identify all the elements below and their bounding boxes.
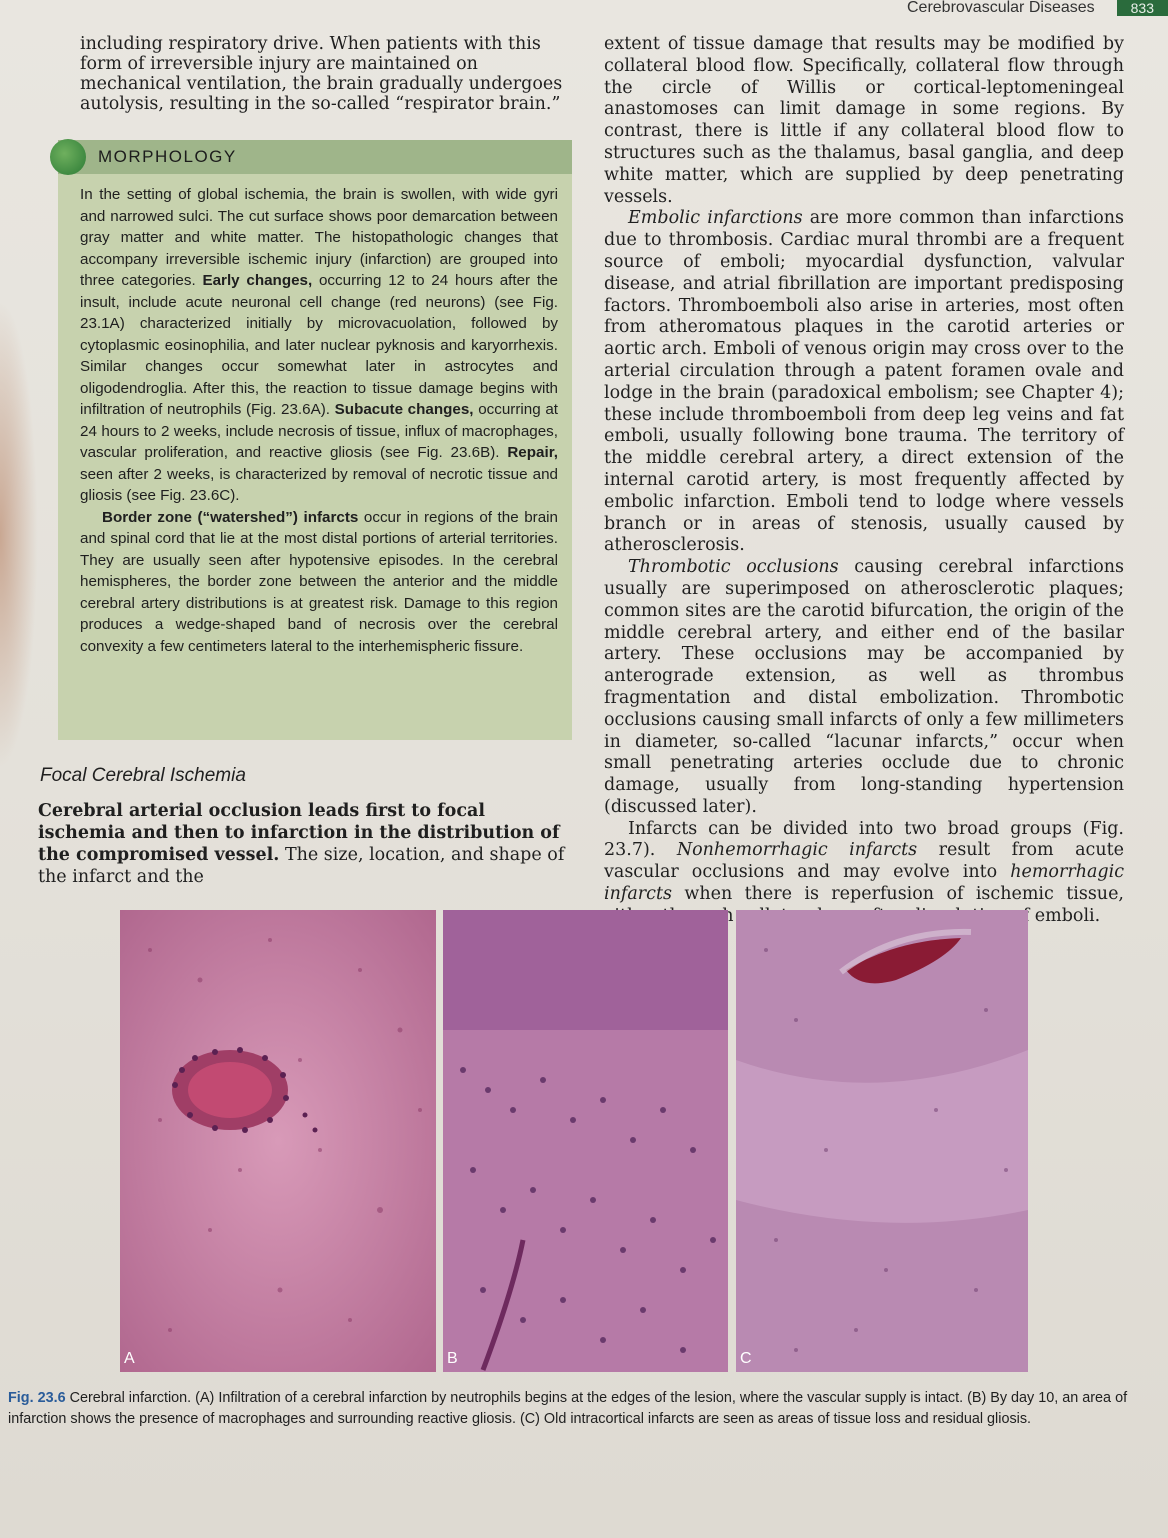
left-column: including respiratory drive. When patien…: [38, 34, 572, 114]
running-head-title: Cerebrovascular Diseases: [907, 0, 1095, 16]
figure-panel-c: C: [736, 910, 1028, 1372]
morphology-text: In the setting of global ischemia, the b…: [80, 184, 558, 657]
section-heading-focal-ischemia: Focal Cerebral Ischemia: [40, 765, 246, 786]
figure-panel-b: B: [443, 910, 728, 1372]
figure-caption: Fig. 23.6 Cerebral infarction. (A) Infil…: [8, 1388, 1148, 1430]
italic-term: hemorrhagic infarcts: [604, 862, 1124, 905]
text-span: are more common than infarctions due to …: [604, 208, 1124, 556]
text-span: In the setting of global ischemia, the b…: [80, 186, 558, 289]
panel-label-c: C: [740, 1350, 752, 1367]
right-paragraph-3: Thrombotic occlusions causing cerebral i…: [604, 557, 1124, 819]
text-span: Infarcts can be divided into two broad g…: [604, 818, 1124, 861]
right-paragraph-1: extent of tissue damage that results may…: [604, 34, 1124, 207]
histology-image-c: [736, 910, 1028, 1372]
figure-panel-a: A: [120, 910, 436, 1372]
bold-lead: Cerebral arterial occlusion leads first …: [38, 801, 560, 865]
morphology-box: [58, 146, 572, 740]
text-span: seen after 2 weeks, is characterized by …: [80, 465, 558, 505]
page-number: 833: [1116, 0, 1168, 16]
italic-term: Embolic infarctions: [628, 208, 803, 229]
text-span: causing cerebral infarctions usually are…: [604, 557, 1124, 817]
italic-term: Thrombotic occlusions: [628, 557, 839, 578]
text-span: The size, location, and shape of the inf…: [38, 845, 565, 887]
text-span: result from acute vascular occlusions an…: [604, 840, 1124, 883]
right-paragraph-2: Embolic infarctions are more common than…: [604, 208, 1124, 557]
morphology-heading: MORPHOLOGY: [98, 147, 237, 166]
morphology-paragraph-1: In the setting of global ischemia, the b…: [80, 184, 558, 507]
panel-label-b: B: [447, 1350, 458, 1367]
text-span: occurring at 24 hours to 2 weeks, includ…: [80, 401, 558, 461]
bold-term: Repair,: [507, 444, 558, 461]
italic-term: Nonhemorrhagic infarcts: [676, 840, 918, 861]
running-head: Cerebrovascular Diseases 833: [648, 0, 1168, 16]
morphology-header: MORPHOLOGY: [50, 139, 572, 175]
intro-paragraph: including respiratory drive. When patien…: [80, 34, 563, 114]
text-span: occurring 12 to 24 hours after the insul…: [80, 272, 558, 418]
text-span: occur in regions of the brain and spinal…: [80, 508, 558, 655]
thumb-shadow: [0, 300, 38, 770]
bold-term: Subacute changes,: [334, 401, 474, 418]
histology-image-a: [120, 910, 436, 1372]
histology-image-b: [443, 910, 728, 1372]
bold-term: Early changes,: [202, 272, 313, 289]
panel-label-a: A: [124, 1350, 135, 1367]
morphology-paragraph-2: Border zone (“watershed”) infarcts occur…: [80, 507, 558, 658]
focal-paragraph: Cerebral arterial occlusion leads first …: [38, 800, 568, 888]
figure-caption-label: Fig. 23.6: [8, 1390, 66, 1406]
figure-caption-text: Cerebral infarction. (A) Infiltration of…: [8, 1390, 1128, 1427]
green-dot-icon: [50, 139, 86, 175]
bold-term: Border zone (“watershed”) infarcts: [102, 508, 359, 526]
right-column: extent of tissue damage that results may…: [604, 34, 1124, 928]
